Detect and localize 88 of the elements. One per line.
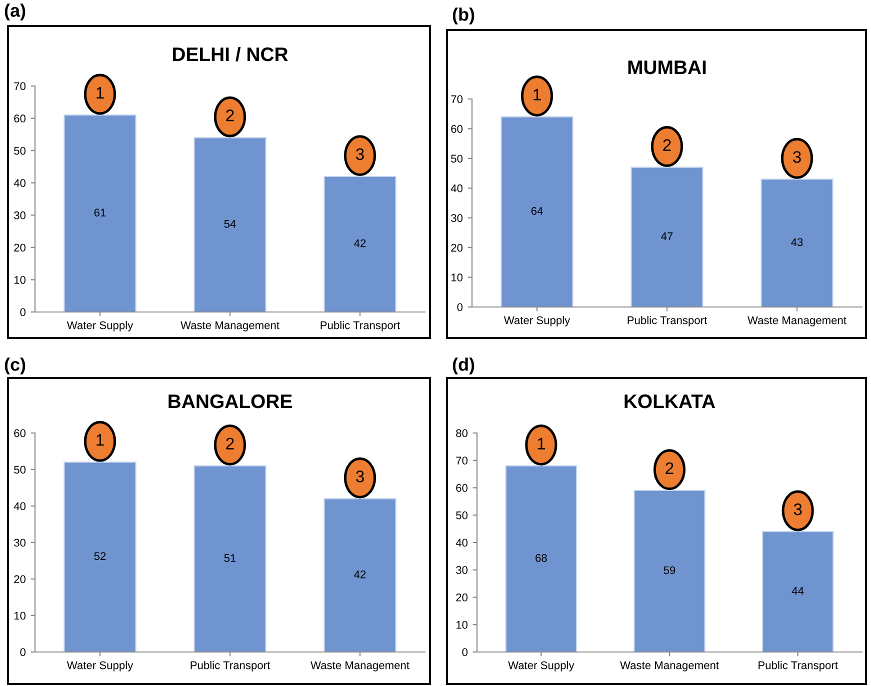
y-tick-label: 30 [456, 566, 468, 574]
annotation: 2 [663, 139, 671, 151]
y-tick-label: 50 [451, 154, 463, 163]
y-tick-label: 30 [14, 538, 26, 547]
y-tick-label: 0 [462, 648, 468, 656]
y-tick-label: 50 [456, 511, 468, 520]
x-tick-label: Water Supply [66, 661, 134, 672]
annotation: 1 [538, 438, 545, 450]
chart-title: MUMBAI [628, 60, 706, 74]
x-tick-label: Public Transport [190, 661, 270, 672]
y-tick-label: 70 [451, 95, 463, 104]
annotation: 3 [356, 148, 364, 160]
y-tick-label: 80 [456, 429, 468, 438]
x-tick-label: Waste Management [620, 661, 719, 672]
x-tick-label: Public Transport [320, 321, 400, 332]
bar [760, 178, 834, 307]
text: (a) [4, 4, 26, 20]
annotation: 2 [666, 462, 674, 474]
x-tick-label: Waste Management [748, 316, 846, 326]
y-tick-label: 60 [451, 124, 463, 133]
y-tick-label: 10 [14, 612, 26, 620]
x-tick-label: Water Supply [66, 321, 134, 332]
annotation: 1 [96, 87, 104, 99]
data-label: 42 [354, 570, 366, 578]
y-tick-label: 0 [20, 308, 26, 316]
chart-title: DELHI / NCR [172, 46, 288, 62]
y-tick-label: 0 [20, 648, 26, 656]
annotation: 3 [793, 151, 801, 163]
bar [634, 490, 706, 652]
data-label: 52 [94, 552, 106, 560]
y-tick-label: 50 [14, 466, 26, 474]
data-label: 68 [536, 554, 547, 562]
text: (b) [452, 8, 474, 24]
x-tick-label: Water Supply [504, 316, 570, 326]
y-tick-label: 20 [14, 575, 26, 584]
bar [505, 465, 578, 652]
annotation: 2 [226, 109, 234, 122]
y-tick-label: 10 [456, 620, 468, 629]
x-tick-label: Waste Management [310, 661, 410, 672]
y-tick-label: 70 [14, 82, 26, 90]
data-label: 64 [531, 207, 543, 215]
data-label: 42 [354, 239, 366, 248]
y-tick-label: 60 [14, 429, 26, 438]
x-tick-label: Water Supply [508, 661, 574, 672]
y-tick-label: 40 [450, 184, 463, 192]
y-tick-label: 10 [451, 274, 463, 282]
bar [630, 166, 704, 307]
data-label: 59 [664, 566, 676, 574]
bar [762, 530, 834, 652]
y-tick-label: 40 [456, 538, 468, 547]
annotation: 3 [794, 503, 802, 516]
bar [64, 462, 136, 652]
text: (d) [452, 358, 474, 374]
y-tick-label: 40 [14, 502, 26, 510]
data-label: 61 [94, 208, 106, 217]
y-tick-label: 60 [456, 484, 468, 492]
annotation: 2 [226, 438, 234, 450]
data-label: 47 [661, 232, 673, 240]
y-tick-label: 20 [456, 594, 468, 602]
data-label: 43 [791, 238, 803, 246]
y-tick-label: 50 [14, 146, 26, 155]
x-tick-label: Waste Management [180, 321, 280, 332]
y-tick-label: 20 [14, 244, 26, 252]
y-tick-label: 10 [14, 276, 26, 284]
bar [194, 465, 266, 652]
y-tick-label: 40 [14, 179, 26, 187]
annotation: 1 [534, 88, 541, 100]
y-tick-label: 0 [457, 303, 463, 312]
y-tick-label: 30 [14, 211, 26, 220]
y-tick-label: 30 [451, 214, 463, 222]
y-tick-label: 60 [14, 114, 26, 122]
data-label: 51 [224, 554, 236, 562]
bar [324, 498, 396, 652]
chart-title: BANGALORE [168, 394, 292, 408]
bar [324, 176, 396, 312]
annotation: 1 [96, 434, 104, 446]
data-label: 44 [792, 587, 804, 595]
data-label: 54 [224, 220, 236, 228]
annotation: 3 [356, 470, 364, 482]
text: (c) [4, 358, 26, 374]
bar [500, 116, 574, 307]
bar [64, 114, 136, 312]
chart-title: KOLKATA [624, 394, 716, 408]
y-tick-label: 20 [451, 244, 463, 252]
y-tick-label: 70 [456, 456, 468, 465]
x-tick-label: Public Transport [628, 316, 708, 326]
x-tick-label: Public Transport [758, 661, 838, 672]
bar [194, 137, 266, 312]
